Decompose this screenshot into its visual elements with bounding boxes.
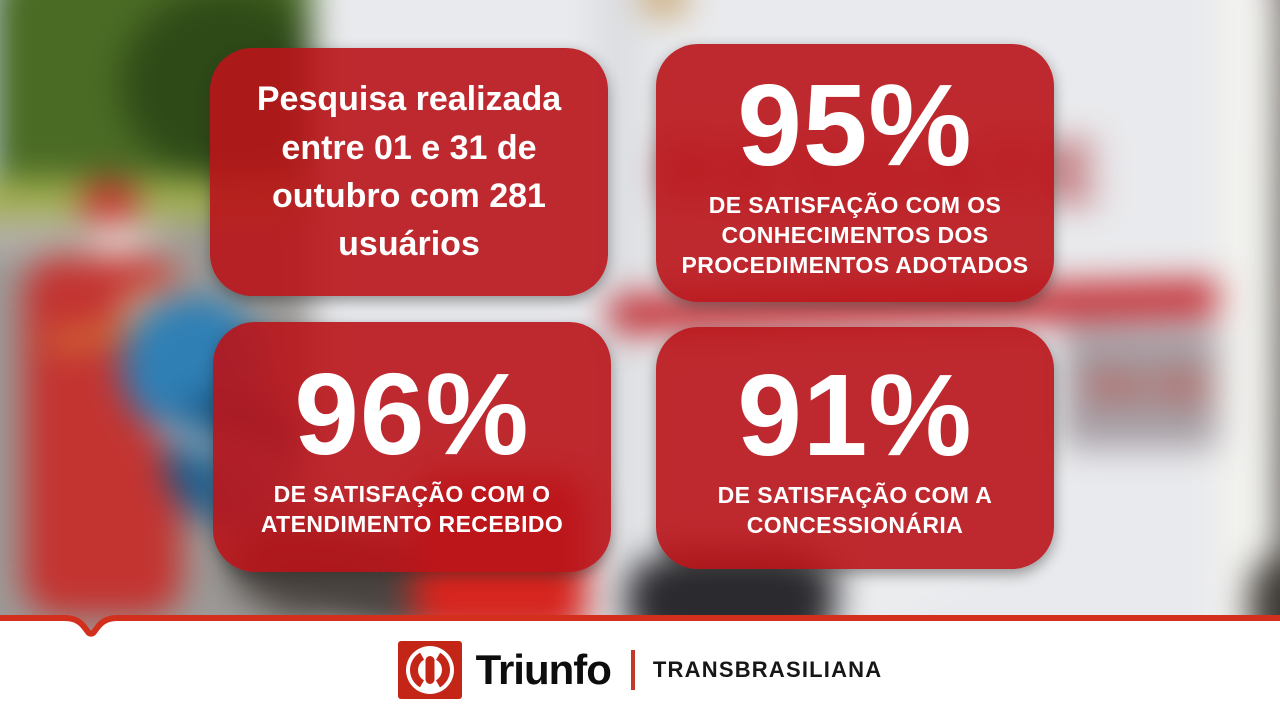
stat-label: DE SATISFAÇÃO COM O ATENDIMENTO RECEBIDO	[260, 480, 564, 538]
brand-lockup: Triunfo TRANSBRASILIANA	[397, 640, 883, 699]
footer-ribbon	[0, 615, 1280, 720]
ambulance-gray-panel	[1064, 326, 1229, 448]
stat-card-service: 96% DE SATISFAÇÃO COM O ATENDIMENTO RECE…	[213, 322, 611, 572]
ambulance-door-pillar	[1217, 0, 1280, 657]
info-card-text: Pesquisa realizada entre 01 e 31 de outu…	[256, 80, 562, 264]
vehicle-code-text: 54-02	[1087, 360, 1212, 410]
stat-label: DE SATISFAÇÃO COM OS CONHECIMENTOS DOS P…	[681, 191, 1029, 279]
brand-divider	[630, 649, 635, 690]
paramedic-cap	[80, 179, 140, 227]
dark-pole	[1278, 0, 1280, 657]
road-horizon	[0, 217, 174, 254]
stat-value: 95%	[737, 60, 973, 191]
stat-value: 91%	[737, 350, 973, 481]
info-card: Pesquisa realizada entre 01 e 31 de outu…	[210, 48, 608, 296]
stat-card-concessionaire: 91% DE SATISFAÇÃO COM A CONCESSIONÁRIA	[656, 327, 1054, 569]
stat-value: 96%	[294, 349, 530, 480]
footer: Triunfo TRANSBRASILIANA	[0, 619, 1280, 720]
brand-name: Triunfo	[475, 645, 612, 693]
stat-card-procedures: 95% DE SATISFAÇÃO COM OS CONHECIMENTOS D…	[656, 44, 1054, 302]
triunfo-logo-icon	[397, 640, 462, 699]
stat-label: DE SATISFAÇÃO COM A CONCESSIONÁRIA	[717, 481, 993, 539]
roof-beacon-light	[640, 0, 689, 17]
division-name: TRANSBRASILIANA	[652, 656, 883, 682]
